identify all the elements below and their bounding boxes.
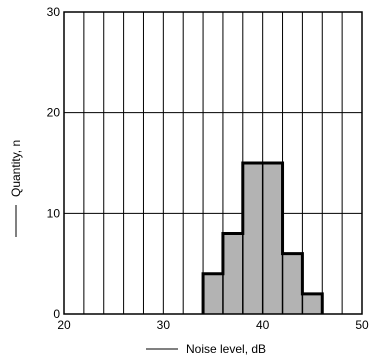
x-tick-label: 30 (157, 318, 171, 332)
y-axis-title: Quantity, n (9, 140, 23, 197)
grid-layer (64, 12, 362, 314)
histogram-bar (222, 233, 243, 314)
tick-layer: 20 30 40 50 0 10 20 30 (47, 5, 369, 332)
histogram-bar (242, 163, 263, 314)
x-tick-label: 50 (355, 318, 369, 332)
x-tick-label: 20 (57, 318, 71, 332)
bar-layer (201, 161, 324, 314)
histogram-bar (282, 253, 303, 314)
y-tick-label: 0 (53, 307, 60, 321)
axis-title-layer: Noise level, dB Quantity, n (9, 140, 266, 356)
x-axis-title: Noise level, dB (186, 342, 266, 356)
histogram-bar (262, 163, 283, 314)
y-tick-label: 30 (47, 5, 61, 19)
histogram-bar (302, 293, 323, 314)
y-tick-label: 20 (47, 106, 61, 120)
y-tick-label: 10 (47, 206, 61, 220)
x-tick-label: 40 (256, 318, 270, 332)
plot-frame (63, 11, 363, 315)
histogram-bar (203, 273, 223, 314)
